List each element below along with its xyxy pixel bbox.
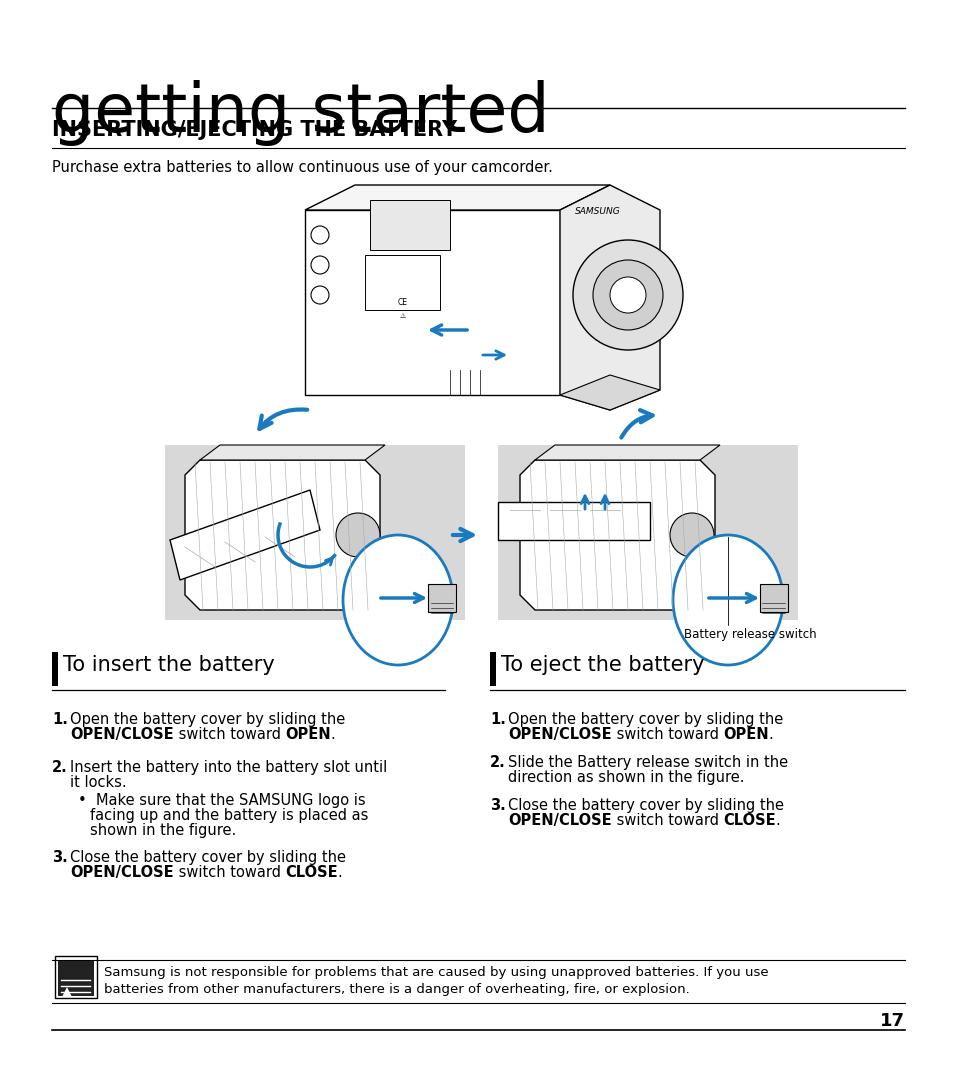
Circle shape [593,260,662,329]
Text: 2.: 2. [490,755,505,770]
Bar [55,956,97,998]
Text: switch toward: switch toward [611,727,722,742]
Text: .: . [768,727,773,742]
Text: 3.: 3. [490,798,505,813]
Circle shape [311,256,329,274]
Text: 3.: 3. [52,850,68,865]
Text: Insert the battery into the battery slot until: Insert the battery into the battery slot… [70,760,387,775]
Bar [165,445,464,620]
Ellipse shape [672,535,782,666]
Text: getting started: getting started [52,80,549,146]
Text: switch toward: switch toward [611,813,722,828]
Text: shown in the figure.: shown in the figure. [90,823,236,838]
Text: CLOSE: CLOSE [285,865,337,880]
Polygon shape [185,460,379,610]
Bar [428,584,456,612]
Text: .: . [331,727,335,742]
Polygon shape [62,987,71,997]
Text: Samsung is not responsible for problems that are caused by using unapproved batt: Samsung is not responsible for problems … [104,966,768,996]
Bar [490,652,496,686]
Text: Open the battery cover by sliding the: Open the battery cover by sliding the [507,712,782,727]
Text: .: . [337,865,342,880]
Text: OPEN/CLOSE: OPEN/CLOSE [70,865,173,880]
Text: 2.: 2. [52,760,68,775]
Text: switch toward: switch toward [173,865,285,880]
Text: Open the battery cover by sliding the: Open the battery cover by sliding the [70,712,345,727]
Text: OPEN/CLOSE: OPEN/CLOSE [70,727,173,742]
Polygon shape [535,445,720,460]
Polygon shape [559,375,659,410]
Text: CLOSE: CLOSE [722,813,775,828]
Text: Slide the Battery release switch in the: Slide the Battery release switch in the [507,755,787,770]
Ellipse shape [343,535,453,666]
Text: 1.: 1. [490,712,505,727]
Text: 17: 17 [879,1012,904,1030]
Text: OPEN: OPEN [285,727,331,742]
Bar [370,200,450,250]
Text: To insert the battery: To insert the battery [63,655,274,675]
Text: CE: CE [397,298,408,307]
Polygon shape [497,502,649,540]
Circle shape [669,513,713,558]
Bar [497,445,797,620]
Text: ⚠: ⚠ [399,313,406,319]
Polygon shape [305,209,559,395]
Text: •  Make sure that the SAMSUNG logo is: • Make sure that the SAMSUNG logo is [78,793,365,808]
Text: INSERTING/EJECTING THE BATTERY: INSERTING/EJECTING THE BATTERY [52,120,456,140]
Text: switch toward: switch toward [173,727,285,742]
Text: OPEN: OPEN [722,727,768,742]
Text: To eject the battery: To eject the battery [500,655,703,675]
Text: Battery release switch: Battery release switch [683,628,816,642]
Text: .: . [775,813,780,828]
Polygon shape [200,445,385,460]
Text: it locks.: it locks. [70,775,127,790]
Text: Purchase extra batteries to allow continuous use of your camcorder.: Purchase extra batteries to allow contin… [52,160,553,175]
Polygon shape [519,460,714,610]
Bar [58,960,94,996]
Circle shape [311,226,329,244]
Text: 1.: 1. [52,712,68,727]
Circle shape [609,277,645,313]
Circle shape [335,513,379,558]
Text: Close the battery cover by sliding the: Close the battery cover by sliding the [70,850,346,865]
Text: Close the battery cover by sliding the: Close the battery cover by sliding the [507,798,783,813]
Polygon shape [170,490,319,580]
Circle shape [311,286,329,304]
Text: OPEN/CLOSE: OPEN/CLOSE [507,813,611,828]
Text: facing up and the battery is placed as: facing up and the battery is placed as [90,808,368,823]
Text: OPEN/CLOSE: OPEN/CLOSE [507,727,611,742]
Bar [365,255,439,310]
Bar [52,652,58,686]
Polygon shape [305,185,609,209]
Circle shape [573,240,682,350]
Polygon shape [559,185,659,410]
Text: direction as shown in the figure.: direction as shown in the figure. [507,770,743,786]
Text: SAMSUNG: SAMSUNG [575,207,620,216]
Bar [760,584,787,612]
